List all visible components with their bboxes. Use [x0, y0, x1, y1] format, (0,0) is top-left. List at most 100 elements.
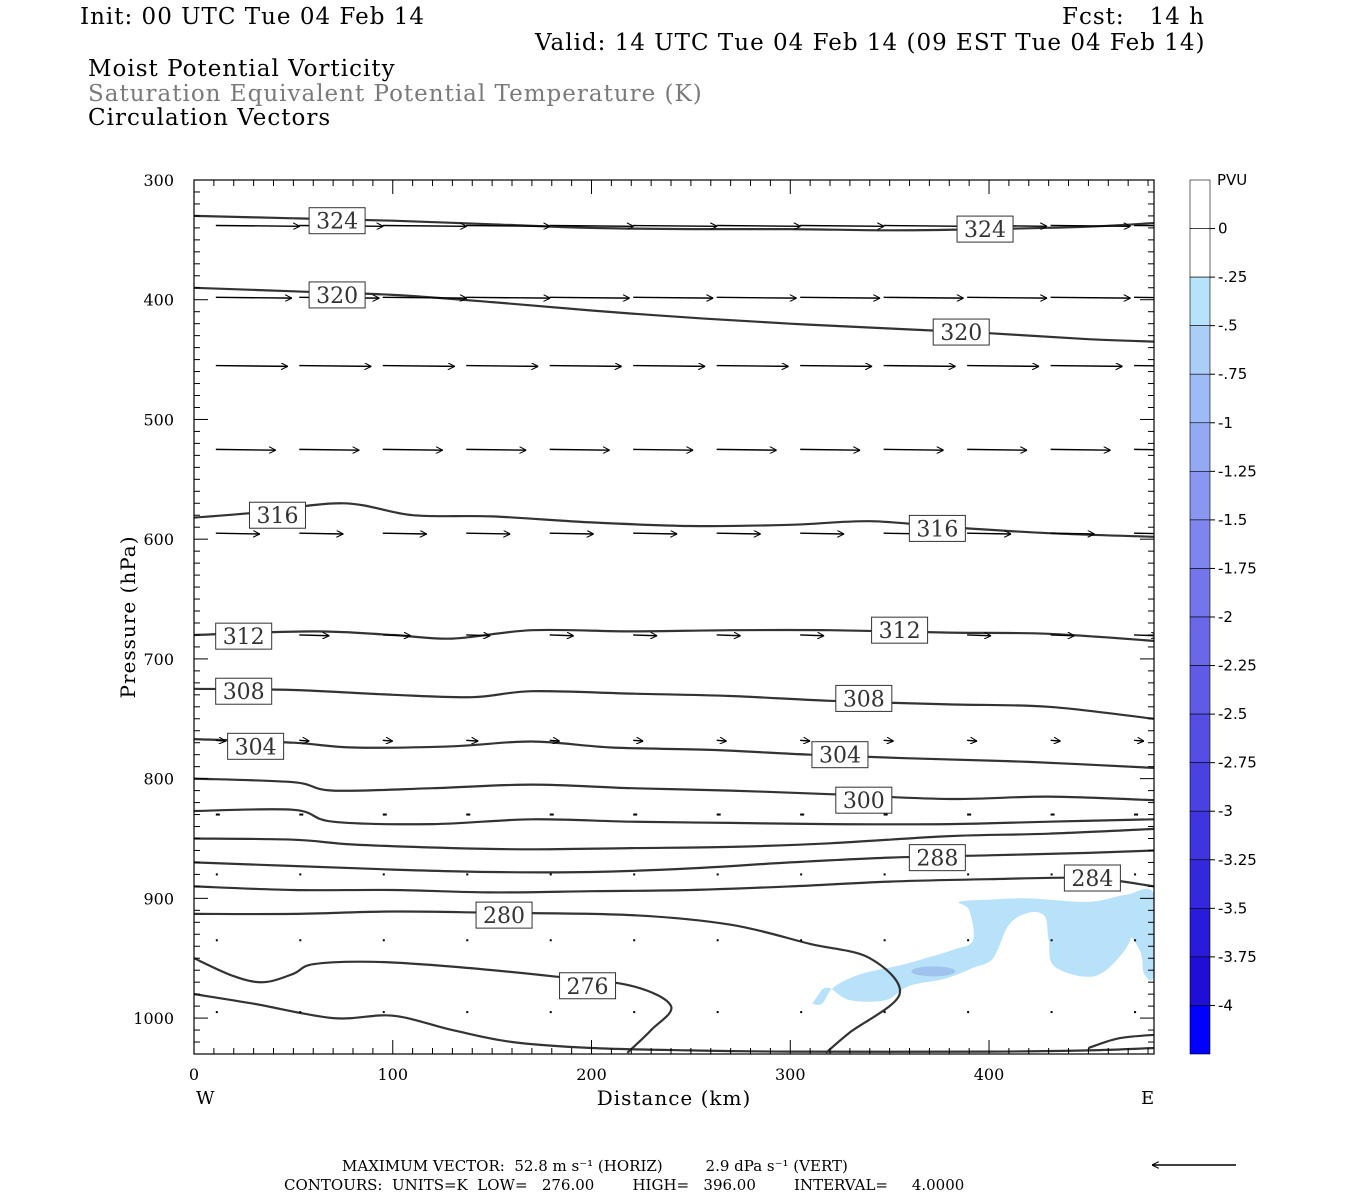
- contour-label-text: 304: [819, 744, 861, 769]
- field-title-theta-es: Saturation Equivalent Potential Temperat…: [88, 81, 703, 107]
- colorbar-label: -.25: [1218, 268, 1247, 286]
- contour-304: [194, 738, 1154, 769]
- colorbar: [1189, 179, 1211, 1055]
- vector-arrow: [549, 449, 610, 450]
- colorbar-label: -3: [1218, 802, 1233, 820]
- colorbar-swatch: [1189, 859, 1211, 909]
- vector-arrow: [549, 635, 574, 636]
- contour-label: 276: [559, 972, 617, 1000]
- contour-label: 308: [835, 684, 893, 712]
- west-label: W: [196, 1088, 215, 1109]
- vector-arrow: [633, 533, 677, 534]
- y-tick-label: 700: [143, 650, 174, 669]
- vector-arrow: [1050, 225, 1131, 226]
- vector-arrow: [299, 366, 371, 367]
- colorbar-swatch: [1189, 568, 1211, 618]
- vector-arrow: [466, 297, 550, 298]
- init-time: Init: 00 UTC Tue 04 Feb 14: [80, 4, 426, 30]
- x-tick-label: 400: [974, 1065, 1005, 1084]
- contour-label-text: 320: [316, 284, 358, 309]
- vector-arrow: [382, 635, 411, 636]
- vector-arrow: [883, 740, 894, 741]
- contour-268: [1088, 1033, 1154, 1050]
- contour-label-text: 312: [879, 619, 921, 644]
- vector-arrow: [633, 297, 713, 298]
- contour-288: [194, 849, 1154, 874]
- contour-label-text: 324: [316, 210, 358, 235]
- east-label: E: [1141, 1088, 1154, 1109]
- contour-label-text: 284: [1071, 867, 1113, 892]
- vector-arrow: [382, 225, 467, 226]
- contour-300: [194, 777, 1154, 802]
- vector-arrow: [299, 635, 329, 636]
- colorbar-swatch: [1189, 519, 1211, 569]
- x-axis-title: Distance (km): [597, 1086, 752, 1110]
- vector-arrow: [800, 366, 872, 367]
- vector-arrow: [466, 449, 526, 450]
- contour-label: 312: [215, 622, 273, 650]
- colorbar-label: -3.75: [1218, 948, 1257, 966]
- contour-label-text: 312: [223, 625, 265, 650]
- contour-label-text: 276: [567, 975, 609, 1000]
- vector-arrow: [1134, 448, 1154, 451]
- contour-label: 324: [308, 207, 366, 235]
- colorbar-label: -3.5: [1218, 899, 1247, 917]
- y-axis-title: Pressure (hPa): [116, 536, 140, 699]
- vector-arrow: [466, 225, 550, 226]
- colorbar-label: -.75: [1218, 365, 1247, 383]
- colorbar-title: PVU: [1217, 171, 1247, 189]
- vector-arrow: [800, 635, 824, 636]
- colorbar-label: -3.25: [1218, 851, 1257, 869]
- colorbar-swatch: [1189, 179, 1211, 229]
- contour-label: 308: [215, 677, 273, 705]
- vector-arrow: [716, 449, 777, 450]
- colorbar-swatch: [1189, 1005, 1211, 1055]
- vector-arrow: [466, 740, 478, 741]
- contour-296: [194, 808, 1154, 826]
- vector-arrow: [800, 740, 810, 741]
- contour-label-text: 308: [843, 687, 885, 712]
- vector-arrow: [466, 366, 538, 367]
- vector-arrow: [883, 297, 964, 298]
- colorbar-swatch: [1189, 325, 1211, 375]
- contour-label-text: 300: [843, 789, 885, 814]
- y-tick-label: 1000: [133, 1009, 174, 1028]
- vector-arrow: [549, 297, 630, 298]
- colorbar-label: -1.25: [1218, 462, 1257, 480]
- vector-arrow: [215, 225, 300, 226]
- contour-label: 320: [932, 318, 990, 346]
- vector-arrow: [800, 225, 884, 226]
- vector-arrow: [299, 449, 359, 450]
- colorbar-swatch: [1189, 422, 1211, 472]
- y-tick-label: 500: [143, 410, 174, 429]
- vector-arrow: [967, 297, 1047, 298]
- vector-arrow: [549, 533, 594, 534]
- vector-arrow: [382, 533, 427, 534]
- x-tick-label: 100: [377, 1065, 408, 1084]
- valid-time: Valid: 14 UTC Tue 04 Feb 14 (09 EST Tue …: [535, 30, 1206, 56]
- colorbar-label: 0: [1218, 220, 1228, 238]
- contour-label: 320: [308, 281, 366, 309]
- contour-label: 316: [908, 514, 966, 542]
- vector-arrow: [800, 449, 860, 450]
- contour-label: 288: [908, 844, 966, 872]
- vector-arrow: [215, 449, 276, 450]
- vector-arrow: [716, 366, 789, 367]
- contour-284: [194, 876, 1154, 894]
- contour-label: 312: [871, 616, 929, 644]
- colorbar-label: -1.75: [1218, 559, 1257, 577]
- contour-label: 284: [1063, 864, 1121, 892]
- plot-frame: [193, 179, 1155, 1055]
- contour-label-text: 304: [235, 735, 277, 760]
- colorbar-label: -.5: [1218, 317, 1238, 335]
- vector-arrow: [716, 225, 801, 226]
- y-tick-label: 900: [143, 889, 174, 908]
- vector-arrow: [1050, 635, 1075, 636]
- vector-arrow: [883, 449, 944, 450]
- vector-arrow: [1134, 296, 1154, 299]
- vector-arrow: [466, 533, 510, 534]
- contour-308: [194, 687, 1154, 720]
- contour-label: 300: [835, 786, 893, 814]
- contour-label-text: 280: [483, 904, 525, 929]
